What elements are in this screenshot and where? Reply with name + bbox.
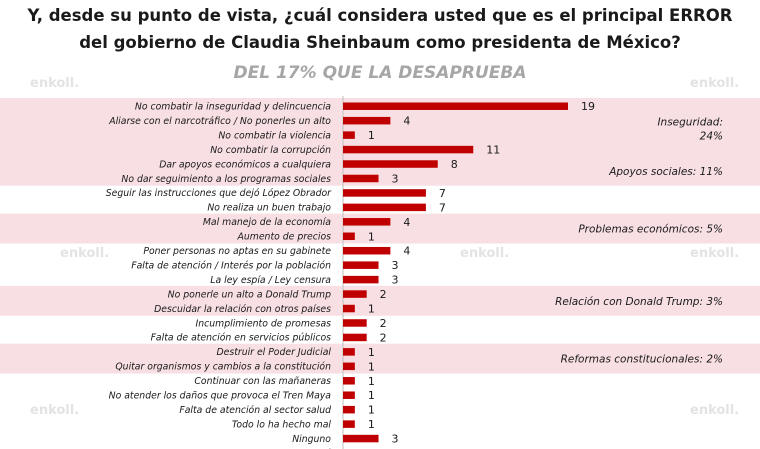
bar	[343, 203, 426, 212]
value-label: 4	[403, 245, 410, 258]
group-label: Inseguridad:	[657, 116, 723, 128]
value-label: 1	[368, 129, 375, 142]
group-band	[0, 285, 760, 316]
group-label: Reformas constitucionales: 2%	[561, 354, 723, 366]
category-label: No combatir la corrupción	[210, 145, 331, 156]
value-label: 19	[581, 100, 595, 113]
bar	[343, 189, 426, 197]
chart-title-line1: Y, desde su punto de vista, ¿cuál consid…	[27, 6, 733, 25]
bar	[343, 174, 379, 183]
watermark-logo: enkoll.	[690, 76, 740, 91]
category-label: Aliarse con el narcotráfico / No ponerle…	[108, 116, 331, 127]
category-label: Aumento de precios	[237, 232, 332, 243]
bar	[343, 362, 355, 371]
value-label: 1	[368, 389, 375, 402]
category-label: No combatir la violencia	[218, 130, 331, 141]
category-label: Falta de atención al sector salud	[179, 405, 331, 416]
value-label: 1	[368, 303, 375, 316]
bar	[343, 377, 355, 385]
category-label: Continuar con las mañaneras	[194, 376, 331, 387]
category-label: Incumplimiento de promesas	[196, 318, 332, 329]
value-label: 1	[368, 360, 375, 373]
category-label: Ninguno	[292, 434, 331, 445]
group-label: Apoyos sociales: 11%	[608, 166, 723, 178]
group-label: 24%	[700, 130, 723, 142]
bar	[343, 218, 391, 226]
chart-title: Y, desde su punto de vista, ¿cuál consid…	[0, 2, 760, 56]
value-label: 1	[368, 375, 375, 388]
category-label: No ponerle un alto a Donald Trump	[168, 289, 331, 300]
watermark-logo: enkoll.	[690, 246, 740, 261]
bar	[343, 246, 391, 255]
category-label: No atender los daños que provoca el Tren…	[109, 391, 332, 402]
bar	[343, 290, 367, 298]
bar	[343, 116, 391, 125]
bar	[343, 348, 355, 356]
bar	[343, 420, 355, 428]
value-label: 1	[368, 404, 375, 417]
bar	[343, 261, 379, 269]
category-label: Todo lo ha hecho mal	[232, 419, 332, 430]
category-label: Poner personas no aptas en su gabinete	[143, 246, 331, 257]
category-label: Descuidar la relación con otros países	[154, 304, 331, 315]
category-label: Seguir las instrucciones que dejó López …	[106, 188, 332, 199]
value-label: 1	[368, 230, 375, 243]
value-label: 11	[486, 144, 500, 157]
category-label: No realiza un buen trabajo	[207, 203, 331, 214]
bar	[343, 145, 474, 154]
group-label: Relación con Donald Trump: 3%	[555, 296, 723, 308]
value-label: 4	[403, 216, 410, 229]
bar	[343, 319, 367, 327]
category-label: Dar apoyos económicos a cualquiera	[159, 159, 331, 170]
value-label: 7	[439, 201, 446, 214]
group-label: Problemas económicos: 5%	[578, 224, 723, 236]
category-label: No dar seguimiento a los programas socia…	[121, 174, 331, 185]
chart-title-line2: del gobierno de Claudia Sheinbaum como p…	[79, 33, 681, 52]
bar	[343, 232, 355, 241]
value-label: 2	[380, 331, 387, 344]
watermark-logo: enkoll.	[690, 403, 740, 418]
value-label: 1	[368, 346, 375, 359]
bar	[343, 102, 568, 110]
chart-subtitle: DEL 17% QUE LA DESAPRUEBA	[233, 63, 527, 83]
bar	[343, 304, 355, 313]
value-label: 9	[463, 447, 470, 449]
value-label: 2	[380, 317, 387, 330]
category-label: La ley espía / Ley censura	[210, 275, 331, 286]
category-label: Falta de atención en servicios públicos	[151, 333, 332, 344]
bar	[343, 405, 355, 414]
value-label: 1	[368, 418, 375, 431]
watermark-logo: enkoll.	[30, 76, 80, 91]
bar	[343, 131, 355, 139]
category-label: Mal manejo de la economía	[203, 217, 331, 228]
group-band	[0, 343, 760, 374]
value-label: 2	[380, 288, 387, 301]
value-label: 3	[392, 172, 399, 185]
bar	[343, 434, 379, 443]
watermark-logo: enkoll.	[60, 246, 110, 261]
bar	[343, 391, 355, 399]
bar	[343, 275, 379, 284]
category-label: No combatir la inseguridad y delincuenci…	[135, 102, 331, 113]
value-label: 3	[392, 274, 399, 287]
value-label: 8	[451, 158, 458, 171]
value-label: 7	[439, 187, 446, 200]
bar	[343, 160, 438, 168]
watermark-logo: enkoll.	[30, 403, 80, 418]
category-label: Destruir el Poder Judicial	[217, 347, 332, 358]
category-label: Quitar organismos y cambios a la constit…	[115, 362, 331, 373]
value-label: 4	[403, 115, 410, 128]
watermark-logo: enkoll.	[460, 246, 510, 261]
value-label: 3	[392, 433, 399, 446]
bar	[343, 333, 367, 342]
category-label: Falta de atención / Interés por la pobla…	[131, 260, 331, 271]
value-label: 3	[392, 259, 399, 272]
